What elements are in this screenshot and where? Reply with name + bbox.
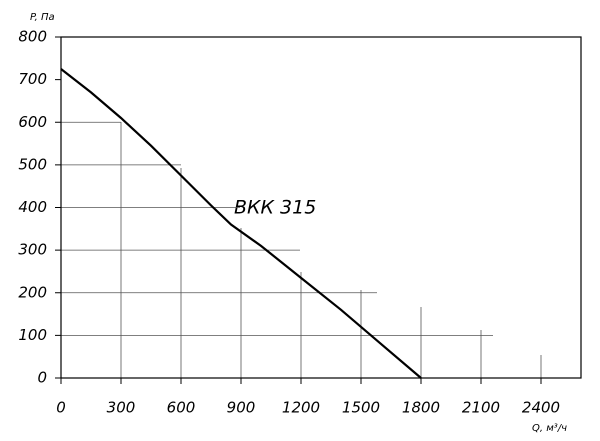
y-tick-label: 200 (18, 283, 47, 301)
x-tick-label: 1500 (342, 399, 380, 417)
curve (60, 68, 422, 379)
y-tick-label: 500 (18, 155, 47, 173)
x-tick-label: 2100 (462, 399, 500, 417)
y-tick-label: 300 (18, 241, 47, 259)
x-tick-label: 300 (107, 399, 136, 417)
y-tick-label: 0 (37, 369, 47, 387)
y-tick-label: 100 (18, 326, 47, 344)
x-tick-label: 2400 (522, 399, 560, 417)
curve-label: ВКК 315 (234, 197, 316, 219)
x-tick-label: 600 (167, 399, 196, 417)
y-tick-label: 800 (18, 28, 47, 46)
x-tick-label: 1200 (282, 399, 320, 417)
plot-frame (60, 36, 582, 379)
x-tick-label: 1800 (402, 399, 440, 417)
x-tick-label: 0 (56, 399, 66, 417)
x-tick-label: 900 (227, 399, 256, 417)
x-axis-label: Q, м³/ч (532, 423, 567, 434)
y-tick-label: 400 (18, 198, 47, 216)
y-tick-label: 700 (18, 70, 47, 88)
y-axis-label: P, Па (30, 12, 55, 23)
y-tick-label: 600 (18, 113, 47, 131)
